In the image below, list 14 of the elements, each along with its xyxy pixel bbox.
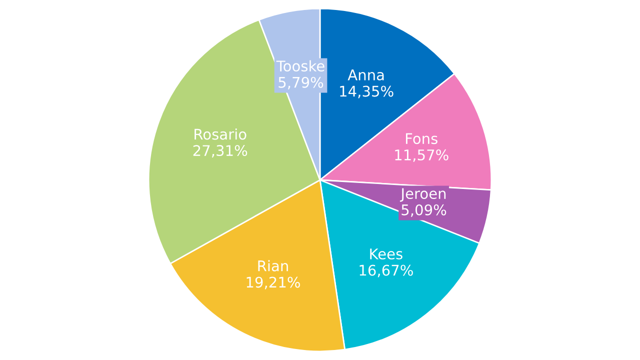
slice-label: Fons <box>406 133 438 144</box>
data-label: 11,57% <box>395 149 448 162</box>
slice-label: Rosario <box>194 128 246 140</box>
slice-label: Jeroen <box>400 188 446 202</box>
data-label: 5,09% <box>402 204 446 217</box>
data-label: 27,31% <box>193 145 248 158</box>
data-label: 5,79% <box>278 76 324 90</box>
data-label: 19,21% <box>246 276 300 290</box>
slice-label: Anna <box>348 70 384 80</box>
slice-label: Tooske <box>276 60 324 72</box>
slice-label: Kees <box>370 248 402 260</box>
data-label: 16,67% <box>360 264 413 278</box>
data-label: 14,35% <box>340 86 394 98</box>
slice-label: Rian <box>258 260 288 272</box>
